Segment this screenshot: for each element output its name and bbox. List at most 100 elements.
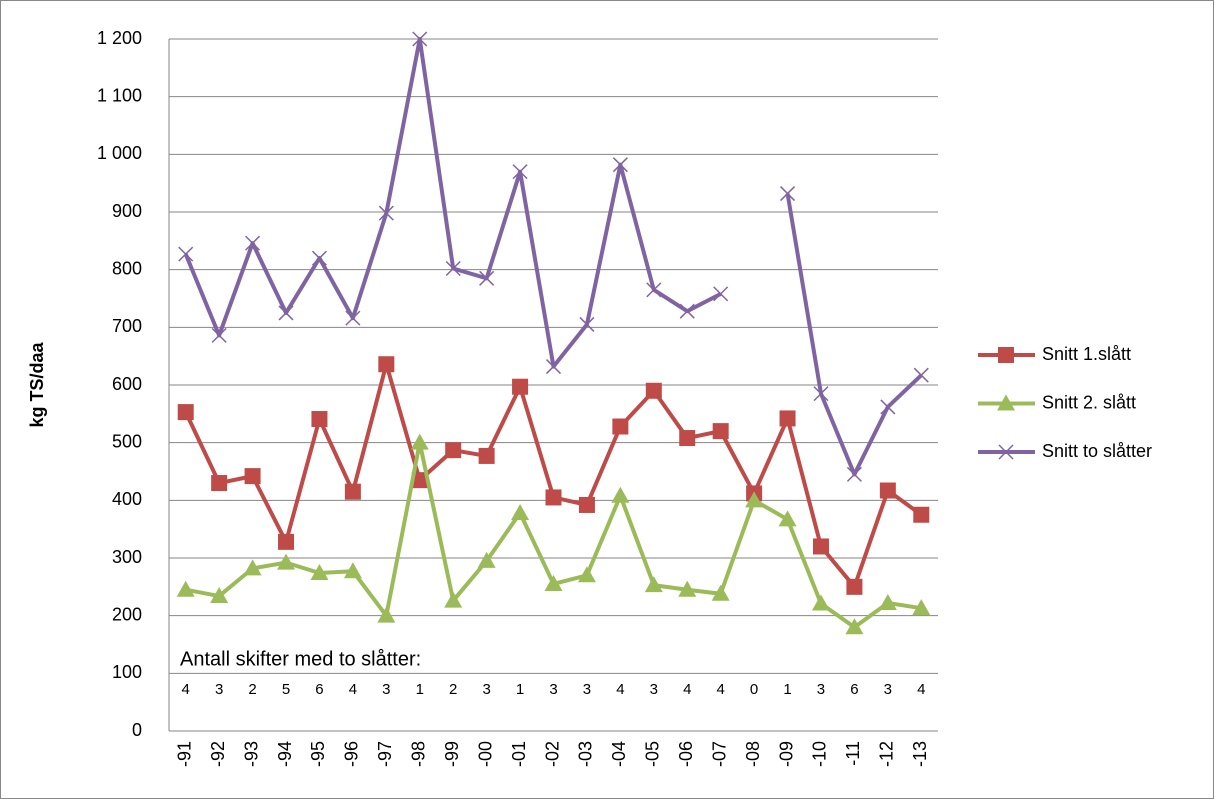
marker (998, 444, 1014, 460)
count-label: 4 (917, 681, 925, 698)
marker (846, 578, 863, 595)
marker (812, 538, 829, 555)
x-tick-label: -91 (174, 741, 194, 767)
marker (678, 580, 697, 597)
x-tick-label: -96 (342, 741, 362, 767)
marker (645, 382, 662, 399)
count-label: 3 (650, 681, 658, 698)
marker (244, 468, 261, 485)
marker (578, 496, 595, 513)
marker (345, 310, 361, 326)
y-tick-label: 700 (112, 316, 142, 336)
count-label: 5 (282, 681, 290, 698)
marker (679, 430, 696, 447)
marker (813, 386, 829, 402)
x-tick-label: -03 (576, 741, 596, 767)
marker (512, 164, 528, 180)
marker (679, 303, 695, 319)
y-tick-label: 600 (112, 374, 142, 394)
marker (998, 347, 1014, 363)
marker (310, 563, 329, 580)
marker (177, 404, 194, 421)
marker (245, 235, 261, 251)
marker (880, 399, 896, 415)
marker (278, 305, 294, 321)
x-tick-label: -01 (509, 741, 529, 767)
marker (811, 594, 830, 611)
count-label: 3 (215, 681, 223, 698)
marker (445, 260, 461, 277)
count-label: 1 (416, 681, 424, 698)
y-tick-label: 100 (112, 662, 142, 682)
marker (277, 553, 296, 570)
annotation: Antall skifter med to slåtter: (180, 648, 421, 670)
marker (544, 574, 563, 591)
y-tick-label: 800 (112, 258, 142, 278)
marker (343, 562, 362, 579)
y-tick-label: 0 (132, 720, 142, 740)
marker (577, 566, 596, 583)
marker (211, 327, 227, 343)
marker (712, 423, 729, 440)
marker (445, 442, 462, 459)
marker (176, 580, 195, 597)
marker (477, 551, 496, 568)
marker (511, 504, 530, 521)
marker (378, 205, 394, 221)
y-tick-label: 900 (112, 201, 142, 221)
x-tick-label: -94 (275, 741, 295, 767)
marker (344, 483, 361, 500)
y-tick-label: 500 (112, 431, 142, 451)
marker (545, 489, 562, 506)
x-tick-label: -97 (375, 741, 395, 767)
y-tick-label: 400 (112, 489, 142, 509)
count-label: 0 (750, 681, 758, 698)
count-label: 4 (683, 681, 691, 698)
marker (579, 316, 595, 332)
marker (745, 491, 764, 508)
marker (845, 618, 864, 635)
y-axis-label: kg TS/daa (27, 342, 47, 428)
x-tick-label: -05 (643, 741, 663, 767)
marker (713, 286, 729, 302)
y-tick-label: 1 100 (97, 85, 142, 105)
x-tick-label: -10 (810, 741, 830, 767)
legend-label: Snitt 1.slått (1042, 344, 1131, 364)
series-line (183, 362, 923, 589)
marker (178, 246, 194, 262)
marker (311, 250, 327, 266)
x-tick-label: -98 (409, 741, 429, 767)
marker (997, 394, 1015, 411)
marker (913, 506, 930, 523)
count-label: 2 (248, 681, 256, 698)
marker (611, 486, 630, 503)
marker (411, 472, 428, 489)
x-tick-label: -93 (241, 741, 261, 767)
x-tick-label: -00 (475, 741, 495, 767)
marker (778, 510, 797, 527)
marker (612, 157, 628, 173)
x-tick-label: -02 (542, 741, 562, 767)
marker (444, 591, 463, 608)
count-label: 3 (884, 681, 892, 698)
marker (410, 433, 429, 450)
count-label: 3 (549, 681, 557, 698)
marker (779, 410, 796, 427)
marker (478, 447, 495, 464)
x-tick-label: -08 (743, 741, 763, 767)
marker (211, 475, 228, 492)
count-label: 3 (817, 681, 825, 698)
count-label: 3 (382, 681, 390, 698)
y-tick-label: 300 (112, 547, 142, 567)
count-label: 2 (449, 681, 457, 698)
marker (644, 576, 663, 593)
x-tick-label: -04 (609, 741, 629, 767)
x-tick-label: -07 (709, 741, 729, 767)
series-line (183, 37, 923, 477)
x-tick-label: -99 (442, 741, 462, 767)
legend-label: Snitt 2. slått (1042, 392, 1136, 412)
count-label: 1 (516, 681, 524, 698)
marker (711, 584, 730, 601)
y-tick-label: 200 (112, 604, 142, 624)
marker (412, 31, 428, 47)
